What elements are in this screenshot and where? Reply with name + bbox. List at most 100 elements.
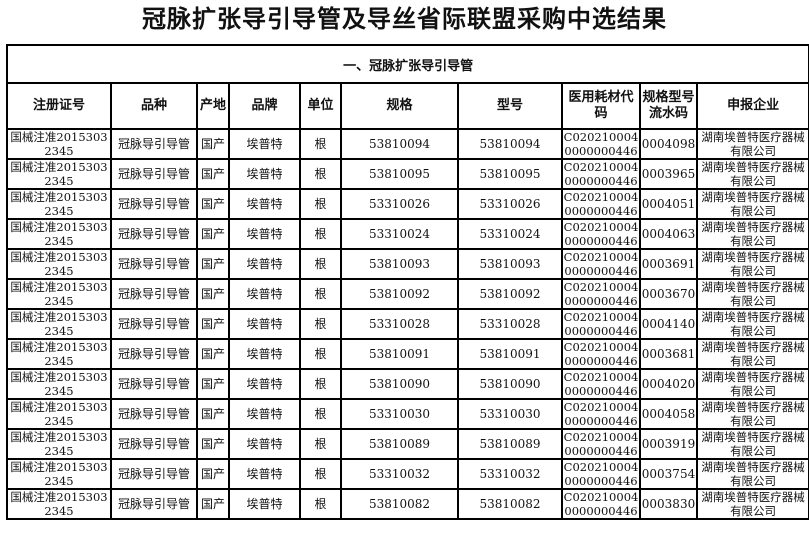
column-header: 单位 [299,82,342,130]
company-cell: 湖南埃普特医疗器械有限公司 [695,218,809,250]
registration-cell: 国械注准20153032345 [6,428,112,460]
origin-cell: 国产 [196,368,230,400]
spec-cell: 53310026 [340,188,459,220]
brand-cell: 埃普特 [228,338,301,370]
spec-cell: 53810090 [340,368,459,400]
unit-cell: 根 [299,308,342,340]
model-cell: 53810091 [457,338,563,370]
spec-cell: 53810094 [340,128,459,160]
section-title: 一、冠脉扩张导引导管 [5,44,809,84]
registration-cell: 国械注准20153032345 [6,278,112,310]
brand-cell: 埃普特 [228,398,301,430]
registration-cell: 国械注准20153032345 [6,458,112,490]
origin-cell: 国产 [196,128,230,160]
registration-cell: 国械注准20153032345 [6,368,112,400]
column-header: 产地 [196,82,230,130]
variety-cell: 冠脉导引导管 [110,398,198,430]
model-cell: 53810094 [457,128,563,160]
origin-cell: 国产 [196,488,230,520]
table-row: 国械注准20153032345 冠脉导引导管 国产 埃普特根 53810094 53810… [6,128,809,160]
serial-cell: 0003681 [639,338,698,370]
table-row: 国械注准20153032345 冠脉导引导管 国产 埃普特根 53810092 53810… [6,278,809,310]
model-cell: 53810092 [457,278,563,310]
column-header: 型号 [457,82,563,130]
code-cell: C0202100040000000446 [561,338,641,370]
variety-cell: 冠脉导引导管 [110,188,198,220]
unit-cell: 根 [299,128,342,160]
results-table: 一、冠脉扩张导引导管 注册证号 品种 产地 品牌 单位 规格 型号 医用耗材代码 规格型号流水码… [5,44,809,520]
column-header: 规格型号流水码 [639,82,698,130]
header-row: 注册证号 品种 产地 品牌 单位 规格 型号 医用耗材代码 规格型号流水码 申报企业 [6,82,809,130]
origin-cell: 国产 [196,188,230,220]
brand-cell: 埃普特 [228,188,301,220]
serial-cell: 0004140 [639,308,698,340]
spec-cell: 53310024 [340,218,459,250]
origin-cell: 国产 [196,278,230,310]
company-cell: 湖南埃普特医疗器械有限公司 [695,338,809,370]
origin-cell: 国产 [196,398,230,430]
variety-cell: 冠脉导引导管 [110,278,198,310]
table-row: 国械注准20153032345 冠脉导引导管 国产 埃普特根 53810093 53810… [6,248,809,280]
spec-cell: 53810093 [340,248,459,280]
table-row: 国械注准20153032345 冠脉导引导管 国产 埃普特根 53310024 53310… [6,218,809,250]
serial-cell: 0003691 [639,248,698,280]
brand-cell: 埃普特 [228,458,301,490]
origin-cell: 国产 [196,428,230,460]
brand-cell: 埃普特 [228,248,301,280]
model-cell: 53810090 [457,368,563,400]
model-cell: 53310030 [457,398,563,430]
code-cell: C0202100040000000446 [561,428,641,460]
serial-cell: 0004063 [639,218,698,250]
table-row: 国械注准20153032345 冠脉导引导管 国产 埃普特根 53810095 53810… [6,158,809,190]
origin-cell: 国产 [196,248,230,280]
model-cell: 53310028 [457,308,563,340]
unit-cell: 根 [299,398,342,430]
registration-cell: 国械注准20153032345 [6,188,112,220]
registration-cell: 国械注准20153032345 [6,218,112,250]
table-row: 国械注准20153032345 冠脉导引导管 国产 埃普特根 53810082 53810… [6,488,809,520]
brand-cell: 埃普特 [228,158,301,190]
origin-cell: 国产 [196,458,230,490]
serial-cell: 0004058 [639,398,698,430]
table-row: 国械注准20153032345 冠脉导引导管 国产 埃普特根 53310026 53310… [6,188,809,220]
registration-cell: 国械注准20153032345 [6,308,112,340]
model-cell: 53810089 [457,428,563,460]
serial-cell: 0004020 [639,368,698,400]
table-row: 国械注准20153032345 冠脉导引导管 国产 埃普特根 53810089 53810… [6,428,809,460]
company-cell: 湖南埃普特医疗器械有限公司 [695,368,809,400]
company-cell: 湖南埃普特医疗器械有限公司 [695,248,809,280]
spec-cell: 53310028 [340,308,459,340]
model-cell: 53310024 [457,218,563,250]
unit-cell: 根 [299,278,342,310]
code-cell: C0202100040000000446 [561,188,641,220]
company-cell: 湖南埃普特医疗器械有限公司 [695,158,809,190]
serial-cell: 0004098 [639,128,698,160]
variety-cell: 冠脉导引导管 [110,488,198,520]
variety-cell: 冠脉导引导管 [110,338,198,370]
spec-cell: 53810091 [340,338,459,370]
company-cell: 湖南埃普特医疗器械有限公司 [695,278,809,310]
serial-cell: 0003754 [639,458,698,490]
unit-cell: 根 [299,458,342,490]
model-cell: 53310026 [457,188,563,220]
serial-cell: 0003919 [639,428,698,460]
model-cell: 53810095 [457,158,563,190]
origin-cell: 国产 [196,218,230,250]
model-cell: 53310032 [457,458,563,490]
company-cell: 湖南埃普特医疗器械有限公司 [695,308,809,340]
origin-cell: 国产 [196,338,230,370]
variety-cell: 冠脉导引导管 [110,428,198,460]
spec-cell: 53310032 [340,458,459,490]
company-cell: 湖南埃普特医疗器械有限公司 [695,188,809,220]
registration-cell: 国械注准20153032345 [6,158,112,190]
column-header: 医用耗材代码 [561,82,641,130]
code-cell: C0202100040000000446 [561,278,641,310]
unit-cell: 根 [299,248,342,280]
code-cell: C0202100040000000446 [561,218,641,250]
code-cell: C0202100040000000446 [561,128,641,160]
serial-cell: 0003670 [639,278,698,310]
company-cell: 湖南埃普特医疗器械有限公司 [695,398,809,430]
variety-cell: 冠脉导引导管 [110,218,198,250]
code-cell: C0202100040000000446 [561,158,641,190]
table-row: 国械注准20153032345 冠脉导引导管 国产 埃普特根 53310028 53310… [6,308,809,340]
